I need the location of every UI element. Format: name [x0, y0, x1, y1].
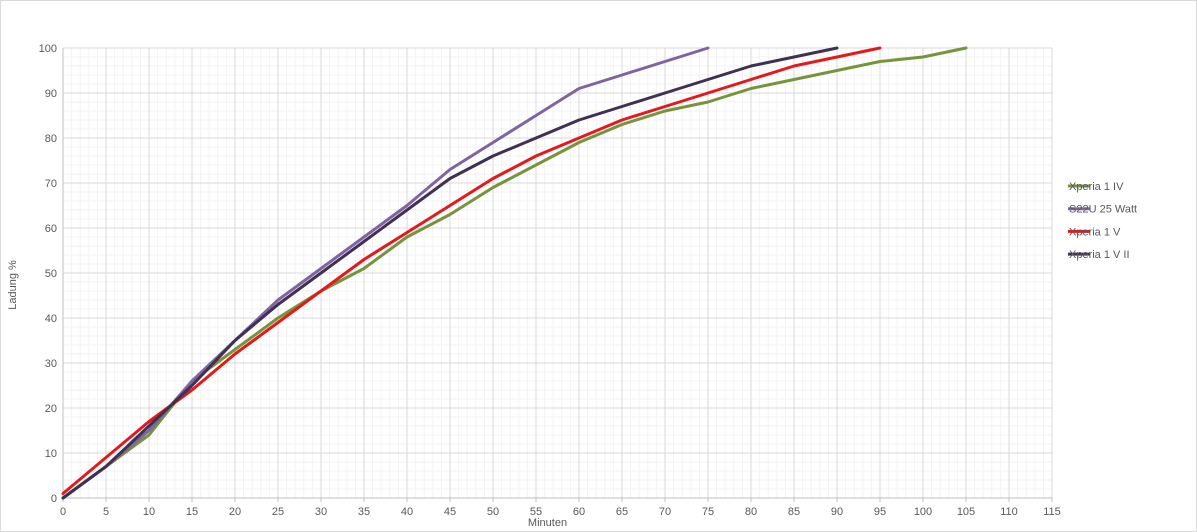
x-tick-label: 85: [788, 506, 800, 518]
legend: Xperia 1 IV S22U 25 Watt Xperia 1 V Xperia …: [1068, 181, 1137, 261]
x-tick-label: 110: [1000, 506, 1018, 518]
x-tick-label: 40: [401, 506, 413, 518]
y-tick-label: 80: [45, 133, 57, 145]
x-tick-label: 80: [745, 506, 757, 518]
y-tick-label: 70: [45, 178, 57, 190]
x-tick-label: 50: [487, 506, 499, 518]
x-tick-label: 65: [616, 506, 628, 518]
x-tick-label: 55: [530, 506, 542, 518]
series-lines: [61, 46, 968, 500]
x-tick-label: 0: [60, 506, 66, 518]
legend-label: Xperia 1 V II: [1069, 249, 1130, 261]
x-tick-label: 105: [957, 506, 975, 518]
y-tick-labels: 0 10 20 30 40 50 60 70 80 90 100: [39, 43, 57, 505]
y-tick-label: 20: [45, 403, 57, 415]
x-tick-label: 60: [573, 506, 585, 518]
x-tick-label: 35: [358, 506, 370, 518]
legend-label: S22U 25 Watt: [1069, 204, 1137, 216]
x-tick-label: 90: [831, 506, 843, 518]
x-tick-label: 45: [444, 506, 456, 518]
x-tick-label: 30: [315, 506, 327, 518]
y-tick-label: 40: [45, 313, 57, 325]
x-tick-label: 70: [659, 506, 671, 518]
y-tick-label: 10: [45, 448, 57, 460]
x-tick-label: 20: [229, 506, 241, 518]
x-tick-label: 100: [914, 506, 932, 518]
y-axis-title: Ladung %: [7, 260, 19, 310]
x-tick-label: 5: [103, 506, 109, 518]
x-tick-label: 10: [143, 506, 155, 518]
series-line-4: [61, 46, 839, 500]
x-tick-labels: 0 5 10 15 20 25 30 35 40 45 50 55 60 65 70 75 80 85 90 95 10…: [60, 506, 1061, 518]
x-tick-label: 25: [272, 506, 284, 518]
y-tick-label: 90: [45, 88, 57, 100]
x-tick-label: 115: [1043, 506, 1061, 518]
major-gridlines: [62, 47, 1053, 499]
x-tick-label: 95: [874, 506, 886, 518]
legend-label: Xperia 1 V: [1069, 226, 1121, 238]
x-axis-title: Minuten: [528, 517, 567, 529]
series-line-1: [61, 46, 968, 500]
y-tick-label: 50: [45, 268, 57, 280]
x-tick-label: 15: [186, 506, 198, 518]
y-tick-label: 0: [51, 493, 57, 505]
y-tick-label: 60: [45, 223, 57, 235]
legend-label: Xperia 1 IV: [1069, 181, 1124, 193]
axes: [62, 48, 1053, 502]
y-tick-label: 100: [39, 43, 57, 55]
series-line-3: [61, 46, 882, 495]
y-tick-label: 30: [45, 358, 57, 370]
x-tick-label: 75: [702, 506, 714, 518]
